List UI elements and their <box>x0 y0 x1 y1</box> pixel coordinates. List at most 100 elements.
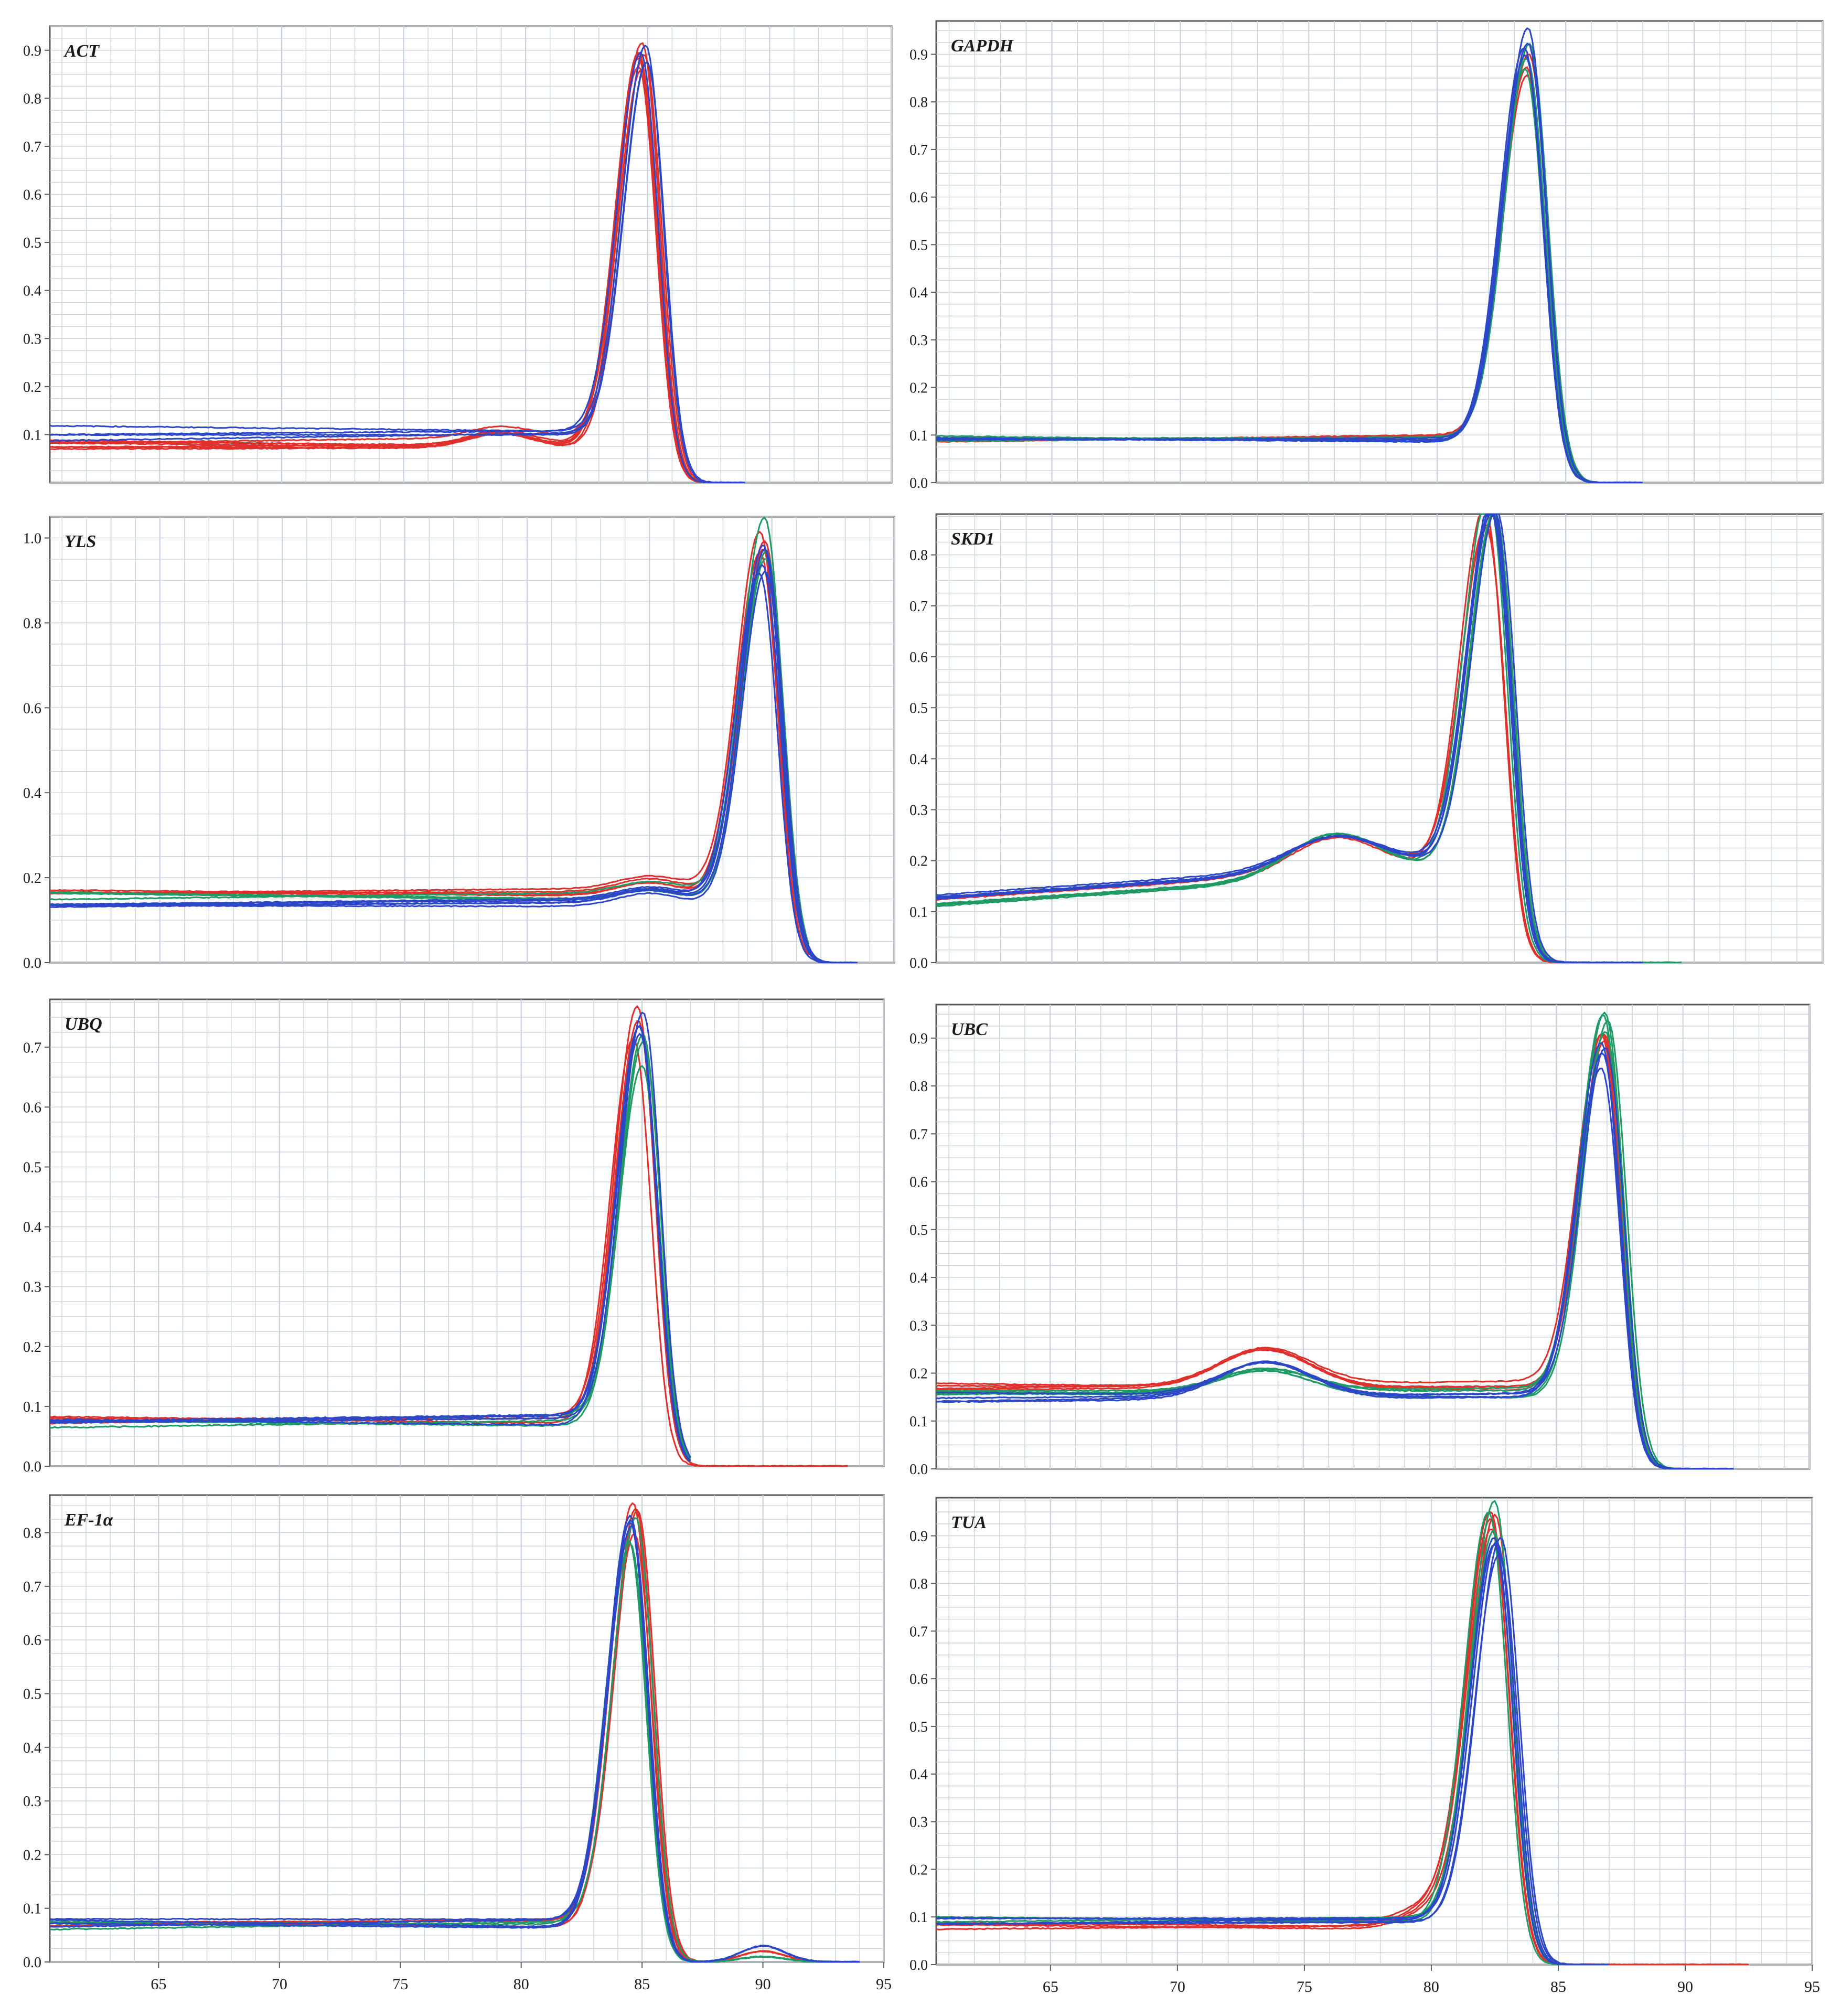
y-tick-label: 0.6 <box>909 190 928 206</box>
melt-curves <box>49 517 858 964</box>
y-tick-label: 0.9 <box>909 1031 928 1047</box>
panel-ubq: 0.0 0.1 0.2 0.3 0.4 0.5 0.6 0.7 UBQ <box>23 998 885 1475</box>
series-blue <box>49 1514 860 1963</box>
series-blue <box>936 1042 1734 1470</box>
plot-frame <box>49 998 885 1467</box>
y-tick-label: 0.8 <box>23 1526 41 1542</box>
series-blue <box>49 1011 691 1462</box>
melt-curve <box>49 1025 691 1462</box>
y-tick-label: 0.7 <box>909 1126 928 1143</box>
y-tick-label: 0.5 <box>909 700 928 717</box>
y-tick-label: 0.0 <box>909 475 928 492</box>
y-tick-label: 0.6 <box>23 1100 41 1116</box>
y-tick-label: 0.0 <box>23 1459 41 1475</box>
gridlines <box>936 1498 1813 1965</box>
melt-curve <box>49 45 745 484</box>
panel-ef1a: 0.0 0.1 0.2 0.3 0.4 0.5 0.6 0.7 0.8 65 70 75 80 85 90 9… <box>23 1494 892 1993</box>
panel-skd1: 0.0 0.1 0.2 0.3 0.4 0.5 0.6 0.7 0.8 SKD1 <box>909 513 1824 972</box>
y-tick-label: 0.4 <box>909 1767 928 1783</box>
melt-curve <box>936 513 1643 964</box>
panel-label: TUA <box>951 1513 987 1532</box>
y-tick-label: 0.1 <box>909 904 928 921</box>
y-tick-label: 0.6 <box>909 649 928 666</box>
panel-act: 0.1 0.2 0.3 0.4 0.5 0.6 0.7 0.8 0.9 ACT <box>23 25 893 484</box>
y-tick-label: 0.2 <box>23 1847 41 1863</box>
y-tick-label: 0.7 <box>23 1579 41 1595</box>
y-tick-label: 0.8 <box>909 1576 928 1592</box>
x-tick-label: 95 <box>876 1976 892 1993</box>
x-tick-label: 75 <box>1297 1978 1312 1996</box>
y-tick-label: 0.7 <box>909 142 928 158</box>
gridlines <box>936 1005 1811 1469</box>
y-tick-label: 0.6 <box>23 700 41 717</box>
y-tick-label: 0.5 <box>909 1719 928 1735</box>
melt-curve <box>49 51 745 484</box>
y-tick-label: 0.3 <box>909 803 928 819</box>
melt-curve <box>50 551 809 956</box>
y-tick-label: 0.8 <box>23 615 41 632</box>
y-tick-label: 0.4 <box>909 1270 928 1286</box>
panel-gapdh: 0.0 0.1 0.2 0.3 0.4 0.5 0.6 0.7 0.8 0.9 GAPDH <box>909 20 1824 492</box>
y-tick-label: 0.9 <box>909 47 928 63</box>
melt-curves <box>49 1502 860 1963</box>
y-tick-label: 0.8 <box>909 1079 928 1095</box>
gridlines <box>936 514 1824 963</box>
y-tick-label: 0.4 <box>23 283 41 300</box>
y-tick-label: 0.6 <box>23 187 41 204</box>
y-tick-label: 0.4 <box>909 285 928 301</box>
panel-label: EF-1α <box>64 1510 114 1530</box>
y-tick-label: 0.3 <box>909 1318 928 1334</box>
melt-curve <box>936 54 1643 484</box>
y-tick-label: 0.0 <box>909 955 928 972</box>
panel-label: UBQ <box>65 1015 102 1034</box>
melt-curve <box>49 1517 860 1963</box>
series-red <box>49 42 702 484</box>
y-tick-label: 0.7 <box>909 599 928 615</box>
y-tick-label: 0.1 <box>23 1399 41 1415</box>
y-tick-label: 0.3 <box>909 1815 928 1831</box>
x-tick-label: 65 <box>151 1976 166 1993</box>
y-tick-label: 0.3 <box>23 1279 41 1296</box>
plot-frame <box>49 1494 885 1963</box>
melt-curve <box>936 1068 1734 1470</box>
melt-curve <box>936 1052 1734 1470</box>
x-tick-label: 75 <box>392 1976 408 1993</box>
melt-curve <box>49 61 745 484</box>
melt-curve <box>936 1042 1734 1470</box>
panel-ubc: 0.0 0.1 0.2 0.3 0.4 0.5 0.6 0.7 0.8 0.9 UBC <box>909 1004 1811 1478</box>
y-tick-label: 0.2 <box>909 854 928 870</box>
y-tick-label: 0.7 <box>23 1040 41 1056</box>
x-tick-label: 70 <box>1170 1978 1185 1996</box>
gridlines <box>50 999 885 1467</box>
y-tick-label: 0.1 <box>909 1414 928 1430</box>
y-tick-label: 0.9 <box>23 43 41 59</box>
melt-curve <box>50 531 809 955</box>
y-tick-label: 0.2 <box>23 1339 41 1356</box>
panel-tua: 0.0 0.1 0.2 0.3 0.4 0.5 0.6 0.7 0.8 0.9 65 70 75 80 85… <box>909 1497 1820 1996</box>
melt-curve <box>49 517 810 947</box>
melt-curve <box>936 1020 1709 1470</box>
y-tick-label: 0.0 <box>23 1955 41 1971</box>
melt-curve <box>936 513 1643 964</box>
y-tick-label: 0.2 <box>909 1862 928 1878</box>
x-tick-label: 80 <box>513 1976 529 1993</box>
melt-curve <box>49 55 702 483</box>
y-tick-label: 0.1 <box>23 1901 41 1917</box>
y-tick-label: 0.2 <box>909 1366 928 1382</box>
y-tick-label: 0.8 <box>909 94 928 111</box>
melt-curve <box>49 54 702 482</box>
y-tick-label: 0.2 <box>909 380 928 397</box>
y-tick-label: 0.3 <box>23 1794 41 1810</box>
y-tick-label: 0.6 <box>909 1175 928 1191</box>
y-tick-label: 0.2 <box>23 870 41 887</box>
x-tick-label: 85 <box>1550 1978 1566 1996</box>
plot-frame <box>935 1497 1813 1966</box>
y-tick-label: 0.5 <box>909 237 928 253</box>
y-tick-label: 0.8 <box>23 91 41 107</box>
panel-label: GAPDH <box>951 36 1014 56</box>
panel-label: UBC <box>951 1020 988 1039</box>
melt-curve <box>936 1537 1609 1966</box>
y-tick-label: 1.0 <box>23 530 41 547</box>
series-blue <box>936 1537 1609 1966</box>
melt-curve <box>49 1522 860 1963</box>
